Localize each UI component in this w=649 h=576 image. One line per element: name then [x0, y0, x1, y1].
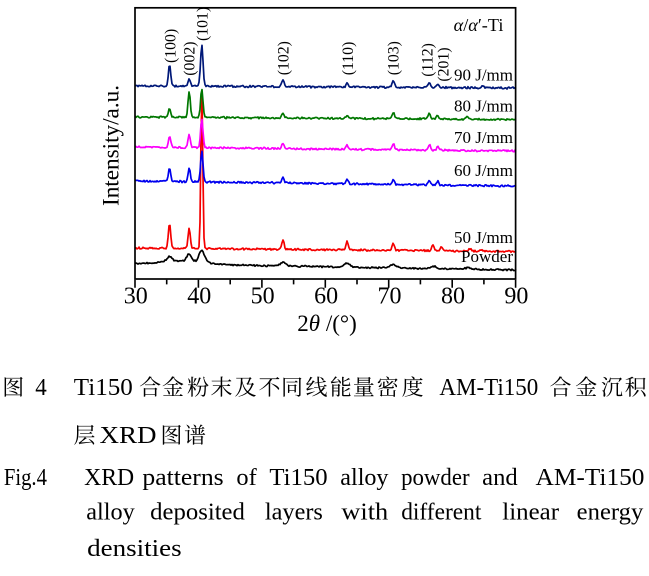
svg-text:XRD: XRD	[100, 423, 157, 449]
svg-text:80 J/mm: 80 J/mm	[454, 97, 513, 116]
svg-text:deposited: deposited	[150, 500, 245, 526]
svg-text:30: 30	[124, 284, 148, 310]
svg-text:with: with	[341, 500, 388, 526]
svg-text:patterns: patterns	[142, 465, 223, 491]
svg-text:(002): (002)	[181, 41, 198, 75]
svg-text:90 J/mm: 90 J/mm	[454, 66, 513, 85]
svg-text:60: 60	[314, 284, 338, 310]
svg-text:(100): (100)	[162, 29, 179, 63]
svg-text:Powder: Powder	[461, 247, 513, 266]
svg-text:2θ /(°): 2θ /(°)	[297, 311, 356, 336]
svg-text:alloy: alloy	[340, 465, 388, 491]
svg-text:AM-Ti150: AM-Ti150	[439, 375, 538, 401]
svg-text:50 J/mm: 50 J/mm	[454, 228, 513, 247]
svg-text:(201): (201)	[435, 47, 452, 81]
svg-text:90: 90	[504, 284, 528, 310]
svg-text:and: and	[482, 465, 518, 491]
svg-text:(102): (102)	[275, 41, 292, 75]
svg-text:60 J/mm: 60 J/mm	[454, 161, 513, 180]
svg-text:layers: layers	[265, 500, 323, 526]
svg-text:50: 50	[251, 284, 275, 310]
svg-text:Fig.4: Fig.4	[4, 465, 47, 491]
svg-text:Intensity/a.u.: Intensity/a.u.	[99, 85, 125, 206]
svg-text:80: 80	[441, 284, 465, 310]
svg-text:Ti150: Ti150	[74, 375, 133, 401]
svg-text:AM-Ti150: AM-Ti150	[536, 465, 645, 491]
svg-text:Ti150: Ti150	[269, 465, 327, 491]
svg-text:(112): (112)	[419, 43, 436, 77]
svg-text:40: 40	[187, 284, 211, 310]
svg-text:of: of	[236, 465, 256, 491]
svg-text:(101): (101)	[194, 7, 211, 41]
svg-text:alloy: alloy	[86, 500, 135, 526]
svg-text:XRD: XRD	[84, 465, 134, 491]
svg-text:different: different	[401, 500, 482, 526]
svg-text:energy: energy	[577, 500, 644, 526]
svg-text:(110): (110)	[340, 42, 357, 76]
svg-text:70 J/mm: 70 J/mm	[454, 128, 513, 147]
svg-text:(103): (103)	[385, 41, 402, 75]
svg-text:70: 70	[378, 284, 402, 310]
svg-text:4: 4	[35, 375, 47, 401]
svg-text:α/α′-Ti: α/α′-Ti	[454, 15, 504, 35]
svg-text:linear: linear	[502, 500, 559, 526]
svg-text:densities: densities	[87, 536, 182, 562]
svg-text:powder: powder	[401, 465, 470, 491]
